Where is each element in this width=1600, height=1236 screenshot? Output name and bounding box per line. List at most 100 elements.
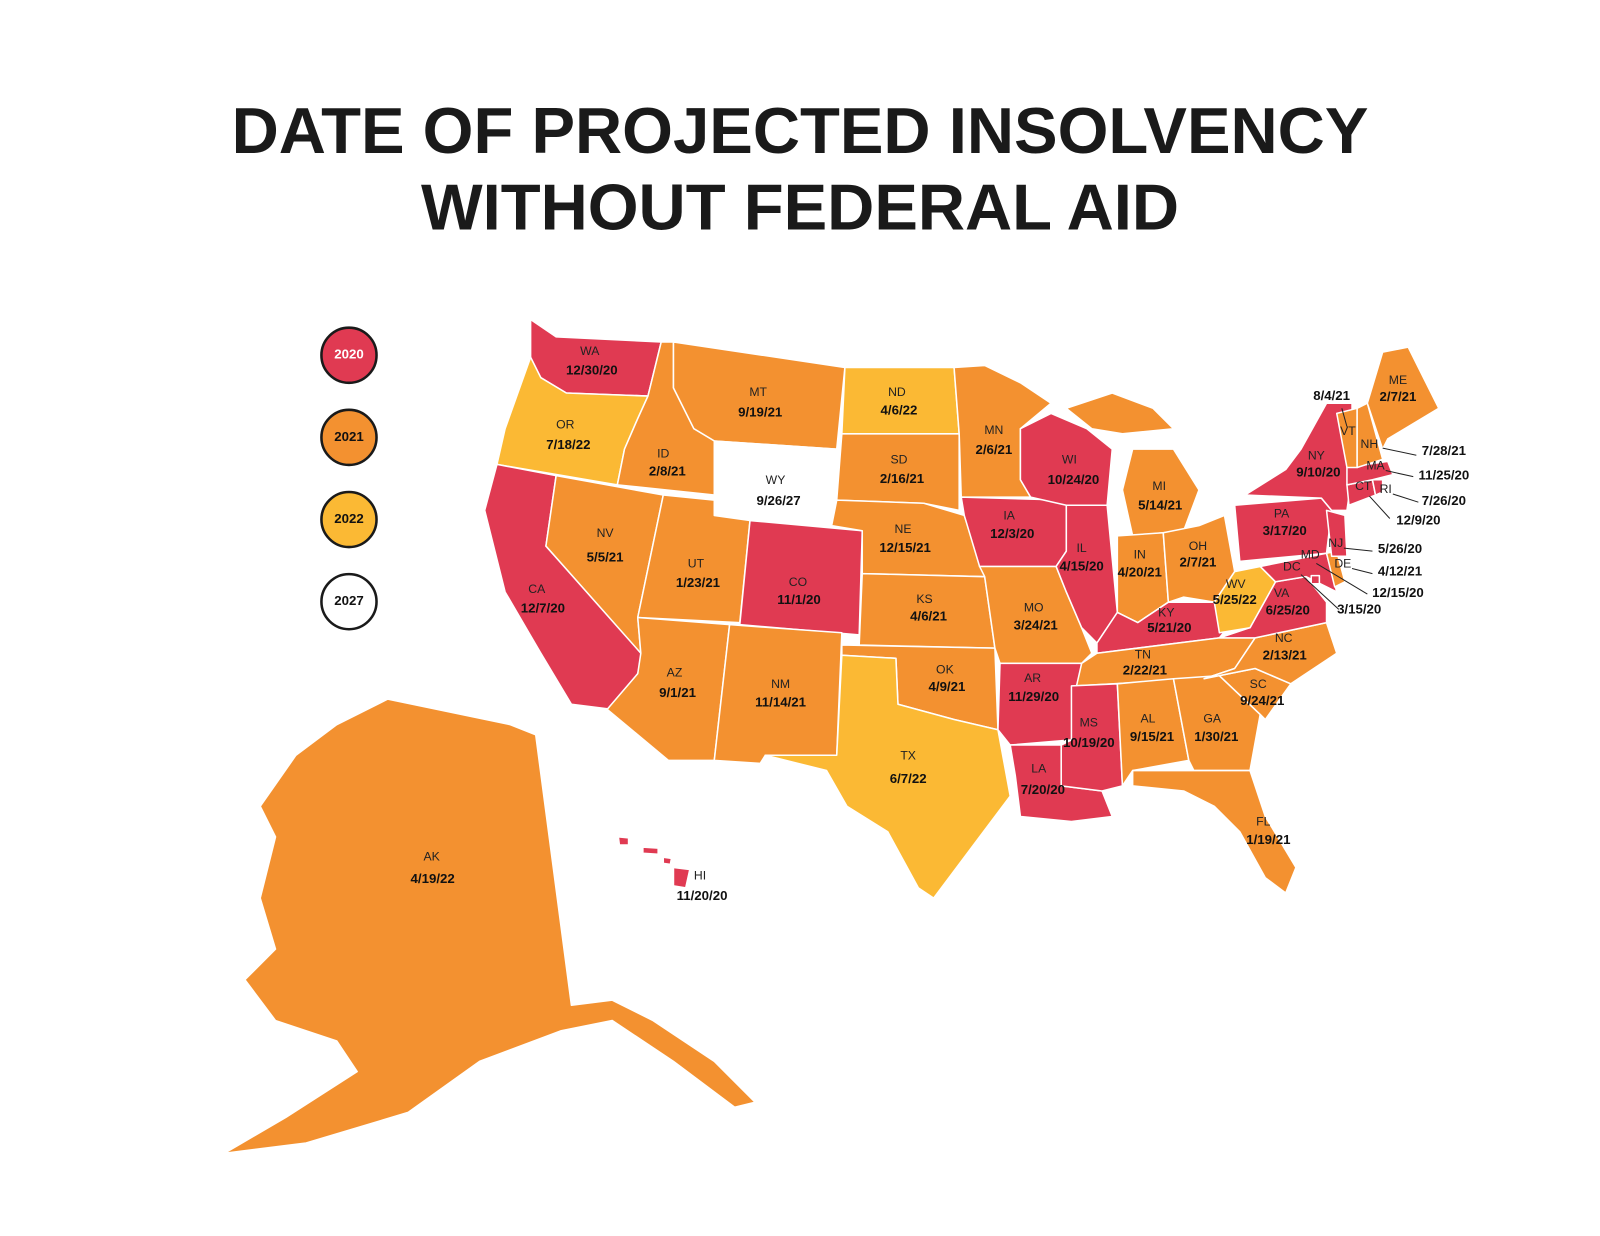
state-date: 3/24/21: [1014, 618, 1058, 633]
state-abbr: NV: [597, 526, 615, 540]
state-date: 6/7/22: [890, 771, 927, 786]
state-abbr: AZ: [667, 666, 683, 680]
state-shape: [764, 654, 1011, 899]
state-date: 4/20/21: [1118, 565, 1162, 580]
state-shape: [1244, 402, 1353, 512]
state-date: 7/26/20: [1422, 493, 1466, 508]
leader-line: [1392, 493, 1419, 503]
state-abbr: AR: [1024, 671, 1041, 685]
state-abbr: ME: [1389, 373, 1407, 387]
state-date: 4/6/21: [910, 609, 947, 624]
state-date: 7/20/20: [1021, 782, 1065, 797]
state-date: 9/10/20: [1296, 465, 1340, 480]
state-date: 12/30/20: [566, 363, 618, 378]
legend-swatch: [320, 326, 378, 385]
state-abbr: NC: [1275, 631, 1293, 645]
state-shape: [1325, 509, 1348, 558]
state-date: 9/26/27: [756, 493, 800, 508]
state-abbr: AK: [423, 849, 440, 863]
leader-line: [1341, 408, 1348, 427]
legend-label: 2027: [334, 593, 363, 608]
state-shape: [1310, 574, 1321, 585]
state-date: 5/25/22: [1213, 592, 1257, 607]
state-abbr: NM: [771, 677, 790, 691]
state-date: 1/30/21: [1194, 729, 1238, 744]
state-abbr: KY: [1158, 605, 1174, 619]
state-date: 3/15/20: [1337, 601, 1381, 616]
state-shape: [223, 698, 756, 1154]
state-abbr: NH: [1361, 437, 1379, 451]
state-abbr: MD: [1301, 547, 1320, 561]
state-shape: [1065, 392, 1175, 435]
state-date: 9/15/21: [1130, 729, 1174, 744]
legend-swatch: [320, 490, 378, 549]
state-shape: [617, 836, 630, 846]
state-date: 12/9/20: [1396, 513, 1440, 528]
state-shape: [1366, 346, 1440, 450]
state-date: 4/9/21: [929, 679, 966, 694]
states: [223, 318, 1440, 1154]
labels: WA 12/30/20 OR 7/18/22 CA 12/7/20 NV 5/5/21 ID 2/…: [411, 344, 1470, 903]
state-abbr: DE: [1334, 556, 1351, 570]
state-date: 9/1/21: [659, 685, 696, 700]
state-date: 11/1/20: [777, 592, 820, 607]
title-line: WITHOUT FEDERAL AID: [421, 171, 1179, 244]
state-date: 11/29/20: [1008, 689, 1059, 704]
state-date: 5/21/20: [1147, 620, 1191, 635]
state-shape: [662, 856, 673, 866]
state-date: 4/19/22: [411, 871, 455, 886]
state-shape: [835, 433, 960, 512]
state-abbr: SC: [1250, 677, 1267, 691]
state-date: 12/7/20: [521, 600, 565, 615]
state-abbr: IN: [1134, 547, 1146, 561]
state-abbr: CA: [528, 582, 546, 596]
state-abbr: OH: [1189, 539, 1207, 553]
state-date: 7/28/21: [1422, 443, 1466, 458]
leader-line: [1300, 574, 1340, 610]
state-date: 12/15/20: [1372, 585, 1424, 600]
state-abbr: NJ: [1328, 536, 1343, 550]
state-abbr: MO: [1024, 600, 1044, 614]
state-date: 2/22/21: [1123, 663, 1167, 678]
leader-line: [1382, 447, 1417, 456]
state-abbr: TX: [900, 748, 916, 762]
state-date: 7/18/22: [546, 437, 590, 452]
state-shape: [1055, 504, 1119, 644]
state-date: 11/20/20: [677, 888, 728, 903]
state-date: 9/24/21: [1240, 693, 1284, 708]
state-abbr: NY: [1308, 448, 1325, 462]
state-abbr: DC: [1283, 560, 1301, 574]
state-abbr: VA: [1274, 586, 1290, 600]
state-abbr: TN: [1135, 647, 1151, 661]
legend-label: 2020: [334, 347, 363, 362]
state-date: 3/17/20: [1263, 523, 1307, 538]
state-abbr: ND: [888, 385, 906, 399]
state-abbr: OR: [556, 418, 575, 432]
state-date: 2/7/21: [1180, 554, 1217, 569]
state-abbr: MA: [1366, 459, 1385, 473]
legend-label: 2022: [334, 511, 363, 526]
state-shape: [997, 662, 1083, 746]
leader-line: [1316, 562, 1368, 595]
state-date: 8/4/21: [1313, 388, 1350, 403]
state-abbr: HI: [694, 869, 706, 883]
state-shape: [672, 866, 691, 889]
state-shape: [642, 846, 659, 855]
state-abbr: OK: [936, 663, 955, 677]
legend-swatch: [320, 408, 378, 467]
state-date: 5/14/21: [1138, 497, 1182, 512]
state-date: 11/14/21: [755, 694, 806, 709]
state-abbr: IL: [1077, 541, 1087, 555]
state-shape: [1131, 769, 1297, 894]
state-abbr: MS: [1080, 716, 1098, 730]
state-abbr: VT: [1340, 424, 1356, 438]
legend: 2020 2021 2022 2027: [320, 326, 378, 631]
state-abbr: SD: [890, 452, 907, 466]
state-abbr: WA: [580, 344, 600, 358]
state-date: 10/19/20: [1063, 735, 1115, 750]
state-date: 2/6/21: [975, 442, 1012, 457]
state-date: 12/15/21: [879, 540, 931, 555]
state-date: 5/5/21: [587, 549, 624, 564]
state-abbr: NE: [895, 522, 912, 536]
legend-label: 2021: [334, 429, 363, 444]
